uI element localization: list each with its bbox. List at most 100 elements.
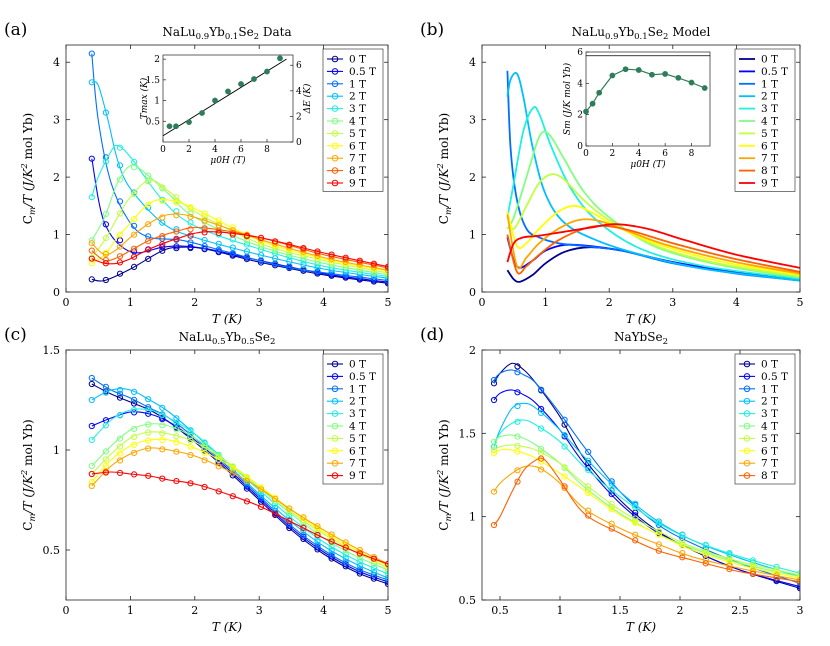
series-line [91,438,388,567]
data-point [514,402,521,410]
data-point [159,241,166,248]
data-point [187,480,194,487]
legend-entry: 6 T [349,445,366,457]
data-point [215,240,222,247]
data-point [173,426,180,433]
data-point [538,405,545,413]
data-point [173,199,180,206]
panel-label: (c) [4,325,27,345]
data-point [356,275,363,282]
series-group [88,50,388,287]
data-point [490,521,498,529]
legend-marker [743,385,751,393]
data-point [328,251,335,258]
data-point [370,568,377,576]
data-point [561,443,568,450]
legend-marker [331,385,339,393]
data-point [116,237,124,244]
legend-entry: 2 T [349,396,366,408]
data-point [514,448,521,455]
data-point [490,488,498,495]
legend-marker [331,68,339,75]
inset-frame [162,54,294,143]
data-point [145,204,152,211]
data-point [187,243,194,251]
legend-marker [743,459,751,467]
legend-entry: 2 T [761,91,778,103]
legend-entry: 4 T [349,421,366,433]
y-tick-label: 0 [469,286,476,299]
legend-box [322,353,384,485]
legend-marker [331,179,339,187]
inset-x-tick-label: 0 [583,149,589,159]
series-line [506,204,800,276]
data-point [585,483,592,490]
data-point [215,227,222,234]
data-point [286,241,293,248]
data-point [356,268,363,276]
inset-point [583,108,589,115]
inset-point [635,67,642,73]
inset-y2-tick-label: 4 [296,87,302,97]
inset-point [688,79,695,86]
data-point [215,248,222,255]
axes-frame [65,349,389,601]
data-point [702,547,709,555]
legend-marker [743,447,751,455]
data-point [608,486,615,493]
data-point [300,531,307,539]
x-tick-label: 2 [191,296,198,309]
x-tick-label: 1 [542,296,549,309]
legend-marker [331,360,339,368]
series-line [91,447,388,565]
series-line [91,213,388,271]
inset-x-tick-label: 8 [264,145,270,155]
legend-marker [331,55,339,63]
legend-marker [331,80,339,88]
legend-marker [743,435,751,442]
legend-entry: 0.5 T [761,66,788,78]
y-tick-label: 1.5 [43,344,61,357]
legend-marker [331,447,339,455]
chart-title: NaLu0.9Yb0.1Se2 Model [572,25,711,42]
data-point [131,190,138,197]
data-point [243,478,250,485]
x-tick-label: 2 [606,296,613,309]
chart-title: NaYbSe2 [614,330,668,347]
data-point [116,435,124,442]
legend-entry: 5 T [761,128,778,140]
data-point [102,221,110,228]
y-tick-label: 0.5 [459,594,477,607]
inset-point [662,71,669,77]
series-line [493,449,800,579]
legend-marker [331,167,339,174]
data-point [131,253,138,260]
data-point [726,555,733,562]
data-point [102,276,110,284]
series-line [91,198,388,272]
data-point [356,570,363,577]
data-point [159,475,166,482]
data-point [749,561,757,568]
legend-entry: 3 T [349,103,366,115]
data-point [328,253,335,260]
data-point [159,184,166,191]
data-point [131,433,138,440]
data-point [514,389,521,396]
data-point [655,531,662,538]
data-point [585,467,592,474]
data-point [272,510,279,518]
data-point [328,551,335,558]
legend-marker [331,154,339,162]
inset-point [166,123,173,130]
data-point [159,422,166,429]
y-tick-label: 1 [469,511,476,524]
data-point [187,451,194,459]
axes-frame [481,349,801,601]
x-tick-label: 2 [677,604,684,617]
inset-point [277,55,283,62]
legend-entry: 3 T [761,408,778,420]
data-point [300,533,307,541]
legend-entry: 9 T [761,178,778,190]
data-point [561,432,568,439]
